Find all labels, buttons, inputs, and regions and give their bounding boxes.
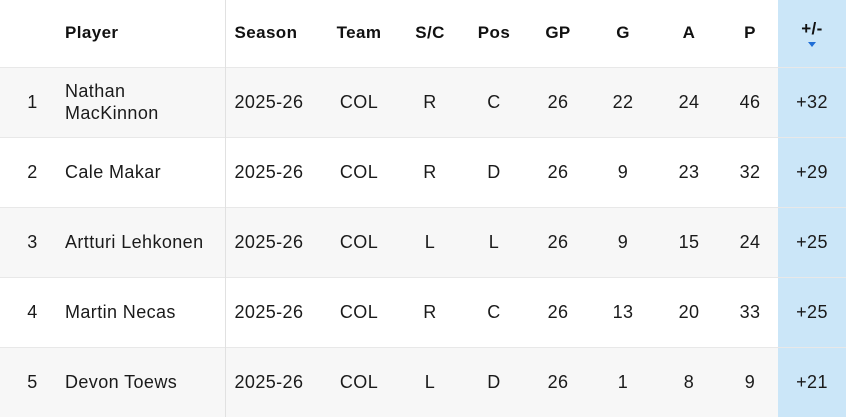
rank-cell: 3	[0, 206, 65, 277]
plus-minus-cell: +21	[778, 346, 847, 417]
goals-cell: 9	[590, 136, 656, 207]
season-cell: 2025-26	[224, 66, 320, 137]
position-cell: C	[462, 66, 526, 137]
player-name-cell: Artturi Lehkonen	[65, 206, 225, 277]
position-cell: L	[462, 206, 526, 277]
goals-cell: 9	[590, 206, 656, 277]
season-cell: 2025-26	[224, 206, 320, 277]
team-cell: COL	[320, 206, 398, 277]
position-cell: D	[462, 346, 526, 417]
goals-cell: 22	[590, 66, 656, 137]
shoots-catches-cell: L	[398, 206, 462, 277]
points-cell: 24	[722, 206, 778, 277]
plus-minus-cell: +25	[778, 276, 847, 347]
team-cell: COL	[320, 276, 398, 347]
team-cell: COL	[320, 346, 398, 417]
points-cell: 46	[722, 66, 778, 137]
header-plus-minus-label: +/-	[801, 19, 823, 39]
team-cell: COL	[320, 66, 398, 137]
header-shoots-catches[interactable]: S/C	[398, 0, 462, 67]
table-row: 1 Nathan MacKinnon 2025-26 COL R C 26 22…	[0, 66, 847, 137]
header-assists[interactable]: A	[656, 0, 722, 67]
header-player[interactable]: Player	[65, 0, 225, 67]
header-games-played[interactable]: GP	[526, 0, 590, 67]
season-cell: 2025-26	[224, 136, 320, 207]
header-position[interactable]: Pos	[462, 0, 526, 67]
rank-cell: 4	[0, 276, 65, 347]
plus-minus-cell: +29	[778, 136, 847, 207]
header-plus-minus[interactable]: +/-	[778, 0, 847, 67]
points-cell: 33	[722, 276, 778, 347]
header-team[interactable]: Team	[320, 0, 398, 67]
position-cell: C	[462, 276, 526, 347]
player-name-cell: Devon Toews	[65, 346, 225, 417]
assists-cell: 23	[656, 136, 722, 207]
games-played-cell: 26	[526, 136, 590, 207]
table-row: 5 Devon Toews 2025-26 COL L D 26 1 8 9 +…	[0, 346, 847, 417]
rank-cell: 5	[0, 346, 65, 417]
assists-cell: 15	[656, 206, 722, 277]
assists-cell: 24	[656, 66, 722, 137]
table-row: 3 Artturi Lehkonen 2025-26 COL L L 26 9 …	[0, 206, 847, 277]
table-row: 4 Martin Necas 2025-26 COL R C 26 13 20 …	[0, 276, 847, 347]
goals-cell: 13	[590, 276, 656, 347]
header-rank	[0, 0, 65, 67]
games-played-cell: 26	[526, 66, 590, 137]
points-cell: 32	[722, 136, 778, 207]
sort-descending-icon	[808, 42, 816, 48]
games-played-cell: 26	[526, 276, 590, 347]
header-goals[interactable]: G	[590, 0, 656, 67]
rank-cell: 2	[0, 136, 65, 207]
header-points[interactable]: P	[722, 0, 778, 67]
games-played-cell: 26	[526, 346, 590, 417]
header-row: Player Season Team S/C Pos GP G A P +/-	[0, 0, 847, 67]
goals-cell: 1	[590, 346, 656, 417]
shoots-catches-cell: R	[398, 66, 462, 137]
season-cell: 2025-26	[224, 276, 320, 347]
table-row: 2 Cale Makar 2025-26 COL R D 26 9 23 32 …	[0, 136, 847, 207]
shoots-catches-cell: R	[398, 276, 462, 347]
player-name-cell: Cale Makar	[65, 136, 225, 207]
season-cell: 2025-26	[224, 346, 320, 417]
assists-cell: 20	[656, 276, 722, 347]
plus-minus-cell: +32	[778, 66, 847, 137]
plus-minus-cell: +25	[778, 206, 847, 277]
rank-cell: 1	[0, 66, 65, 137]
assists-cell: 8	[656, 346, 722, 417]
header-season[interactable]: Season	[224, 0, 320, 67]
player-name-cell: Nathan MacKinnon	[65, 66, 225, 137]
player-name-cell: Martin Necas	[65, 276, 225, 347]
games-played-cell: 26	[526, 206, 590, 277]
plus-minus-header-content: +/-	[778, 19, 845, 48]
points-cell: 9	[722, 346, 778, 417]
shoots-catches-cell: R	[398, 136, 462, 207]
team-cell: COL	[320, 136, 398, 207]
shoots-catches-cell: L	[398, 346, 462, 417]
position-cell: D	[462, 136, 526, 207]
